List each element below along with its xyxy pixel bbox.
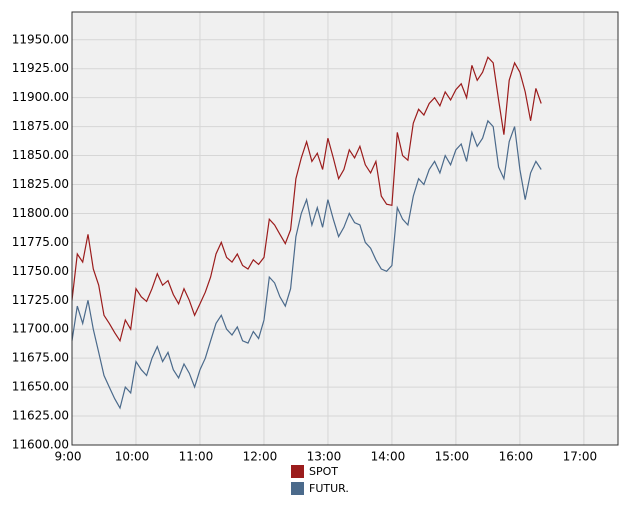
y-tick-label: 11700.00 [12,322,69,336]
y-tick-label: 11625.00 [12,409,69,423]
x-tick-label: 15:00 [435,450,470,464]
labels: 11600.00 11625.00 11650.00 11675.00 11700.00… [12,32,597,495]
x-tick-label: 14:00 [371,450,406,464]
y-tick-label: 11650.00 [12,380,69,394]
legend-label: FUTUR. [309,482,349,495]
y-tick-label: 11725.00 [12,293,69,307]
y-tick-label: 11750.00 [12,264,69,278]
x-tick-label: 13:00 [307,450,342,464]
series-line [71,56,542,343]
y-tick-label: 11800.00 [12,206,69,220]
y-tick-label: 11775.00 [12,235,69,249]
y-tick-label: 11675.00 [12,351,69,365]
x-tick-label: 11:00 [179,450,214,464]
x-tick-label: 9:00 [55,450,82,464]
y-tick-label: 11600.00 [12,438,69,452]
legend-swatch [291,465,304,478]
legend-label: SPOT [309,465,338,478]
y-tick-label: 11900.00 [12,90,69,104]
series-line [71,119,542,410]
grid [71,12,618,446]
y-tick-label: 11825.00 [12,177,69,191]
y-tick-label: 11850.00 [12,148,69,162]
x-tick-label: 16:00 [499,450,534,464]
legend-swatch [291,482,304,495]
y-tick-label: 11925.00 [12,61,69,75]
x-tick-label: 12:00 [243,450,278,464]
x-tick-label: 10:00 [115,450,150,464]
plot-frame [71,11,619,446]
lines [71,56,542,410]
y-tick-label: 11950.00 [12,32,69,46]
y-tick-label: 11875.00 [12,119,69,133]
plot-background [72,12,618,445]
x-tick-label: 17:00 [563,450,598,464]
